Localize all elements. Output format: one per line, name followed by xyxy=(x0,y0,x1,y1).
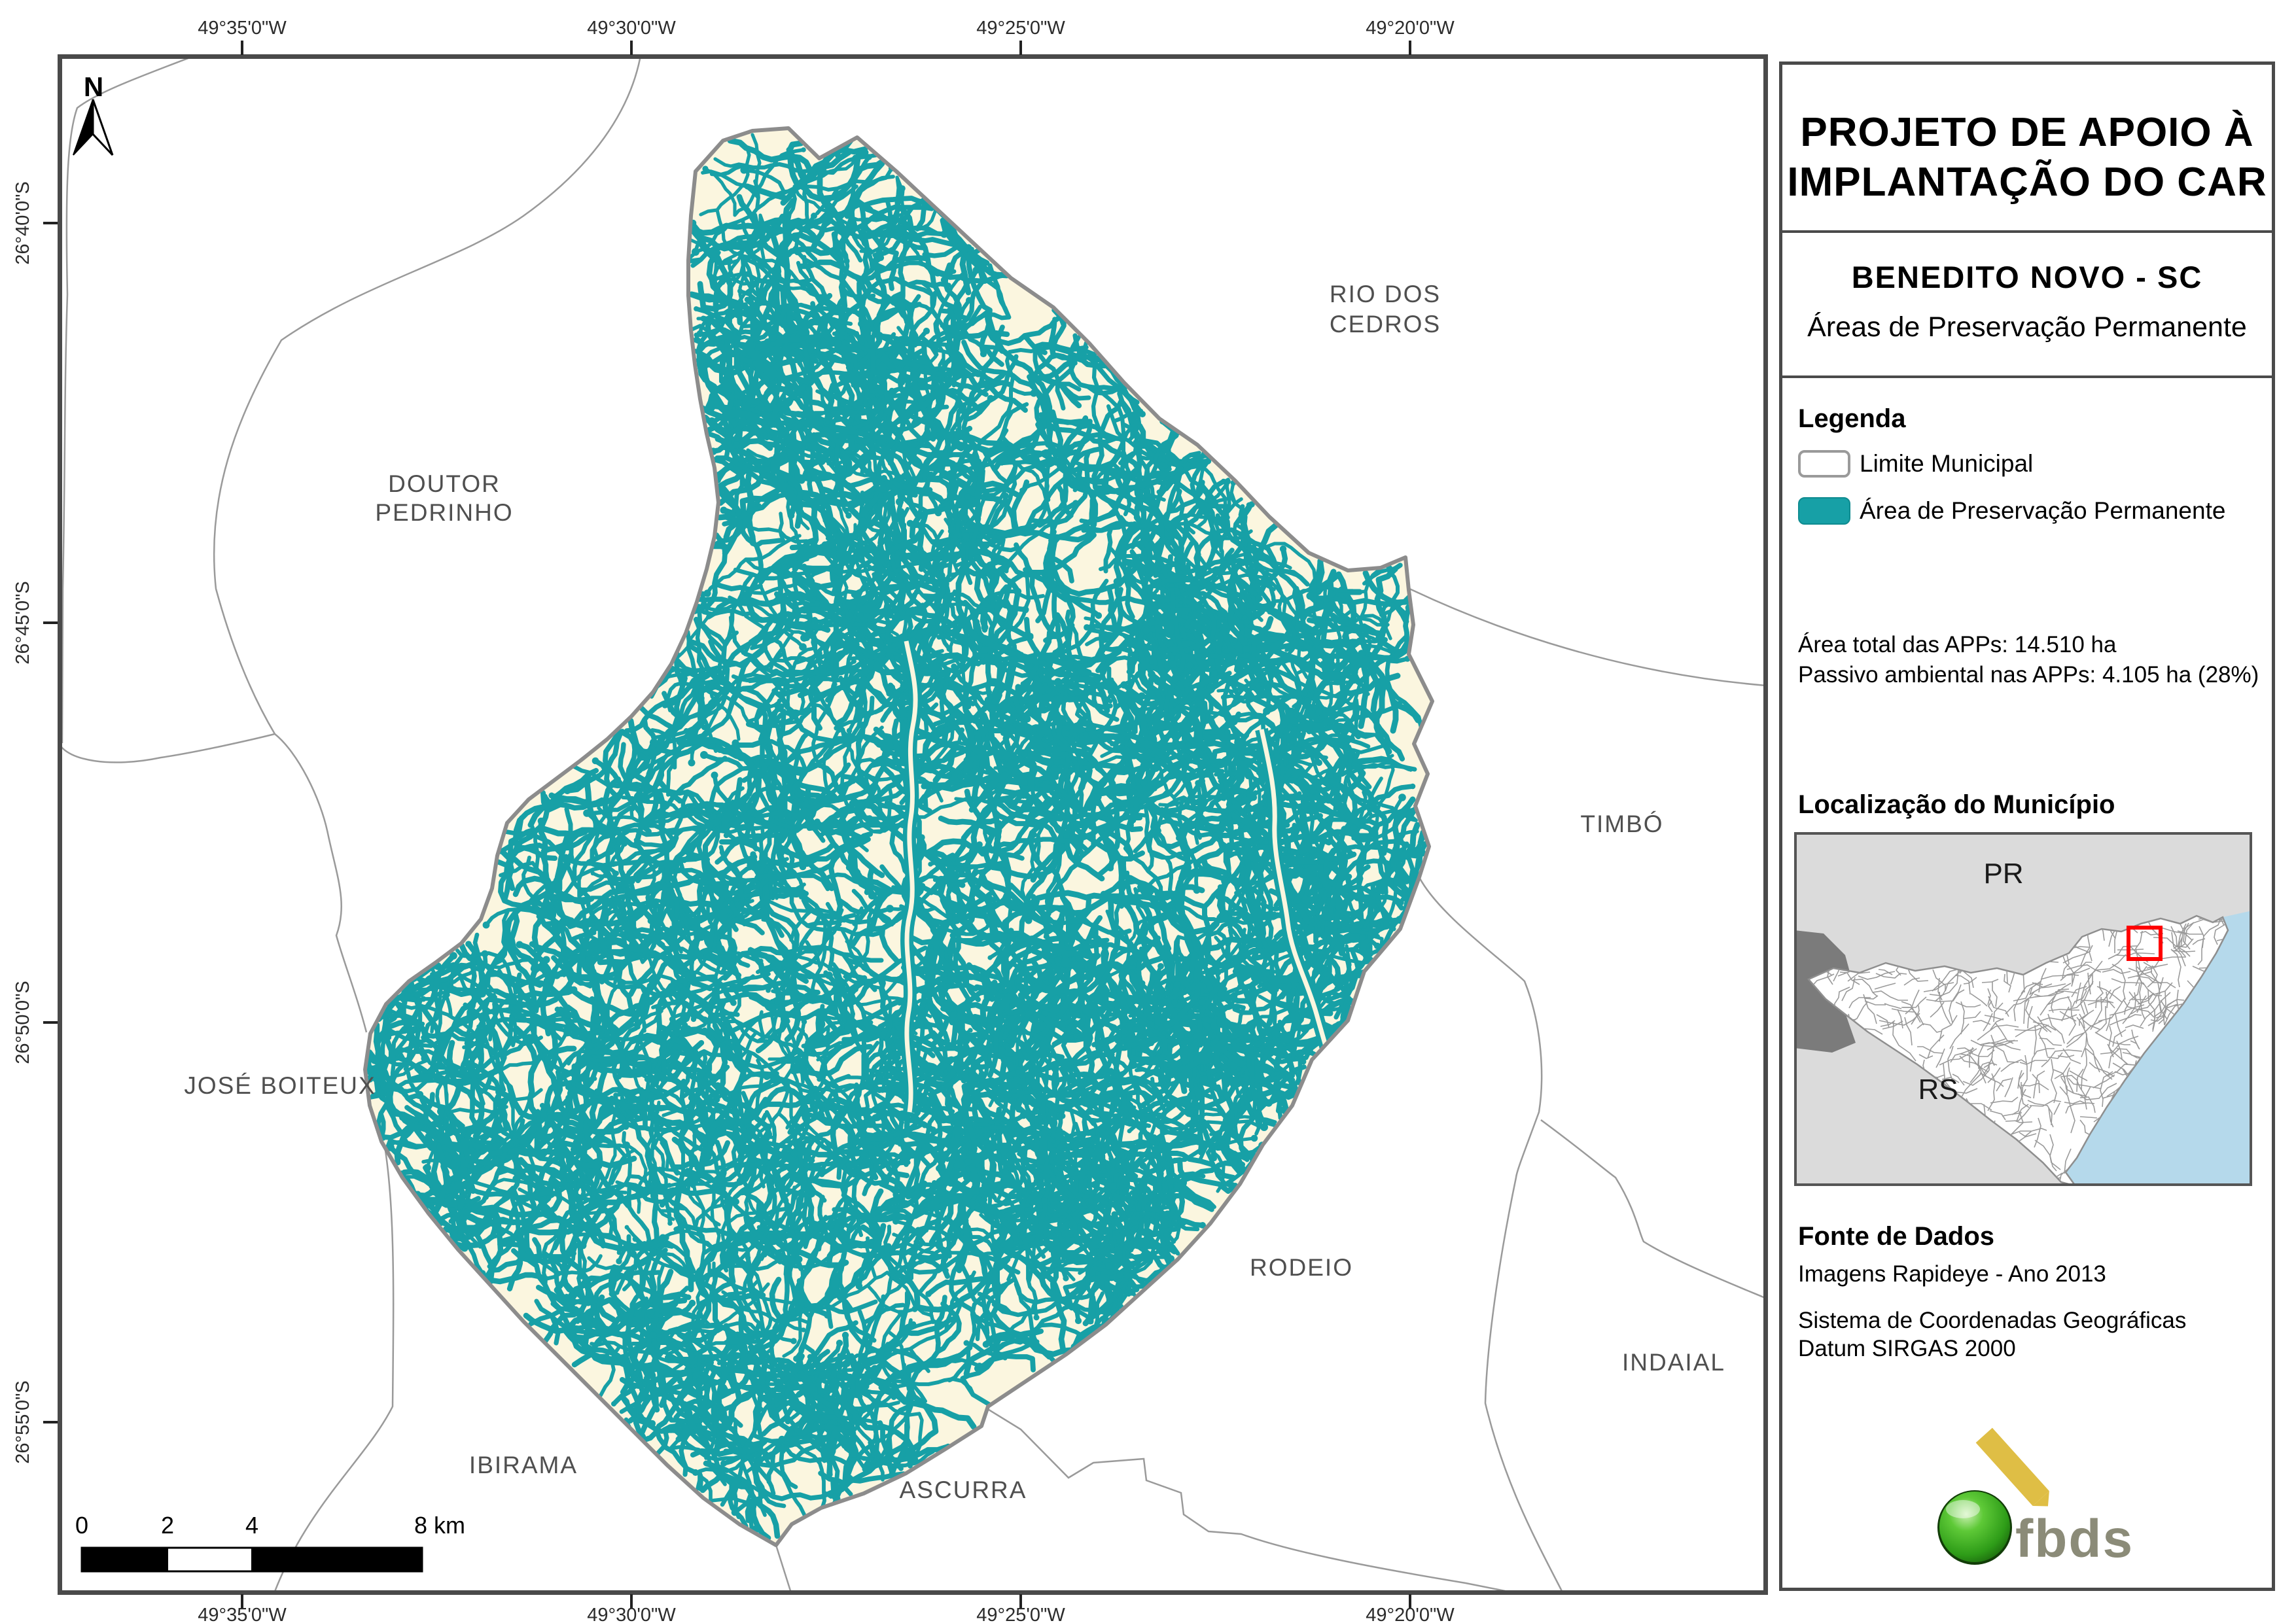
logo-sphere-highlight xyxy=(1946,1500,1980,1518)
boundary-line xyxy=(958,1376,1506,1590)
legend-item-app: Área de Preservação Permanente xyxy=(1798,497,2225,525)
app-total-text: Área total das APPs: 14.510 ha xyxy=(1798,632,2117,657)
inset-border xyxy=(1794,832,2252,1186)
lon-label: 49°30'0"W xyxy=(587,18,676,39)
neighbor-label: RODEIO xyxy=(1250,1254,1353,1281)
neighbor-label: CEDROS xyxy=(1330,311,1441,338)
boundary-line xyxy=(1540,1119,1763,1299)
river-corridors xyxy=(900,640,1343,1113)
lat-label: 26°50'0"S xyxy=(12,981,33,1064)
municipality-border xyxy=(363,126,1434,1547)
lon-label: 49°30'0"W xyxy=(587,1605,676,1623)
lon-label: 49°20'0"W xyxy=(1366,1605,1455,1623)
scale-label: 4 xyxy=(245,1512,258,1539)
neighbor-label: ASCURRA xyxy=(900,1476,1027,1503)
app-pattern xyxy=(365,133,1429,1541)
legend-heading: Legenda xyxy=(1798,404,1906,433)
scale-label: 8 km xyxy=(414,1512,465,1539)
panel-divider xyxy=(1779,230,2275,233)
inset-highlight-box xyxy=(2127,926,2163,961)
scale-bar-labels: 0 2 4 8 km xyxy=(75,1512,465,1539)
boundary-line xyxy=(274,1105,395,1590)
source-line: Sistema de Coordenadas Geográficas xyxy=(1798,1308,2187,1333)
map-frame xyxy=(58,54,1768,1595)
layout-panel xyxy=(1779,61,2275,1591)
north-arrow-label: N xyxy=(84,71,103,102)
lon-label: 49°25'0"W xyxy=(976,1605,1065,1623)
neighbor-label: RIO DOS xyxy=(1330,281,1441,307)
neighbor-labels: RIO DOS CEDROS DOUTOR PEDRINHO TIMBÓ JOS… xyxy=(184,281,1725,1503)
source-heading: Fonte de Dados xyxy=(1798,1222,1995,1251)
source-line: Imagens Rapideye - Ano 2013 xyxy=(1798,1261,2106,1287)
project-title-line1: PROJETO DE APOIO À xyxy=(1800,110,2254,155)
app-passivo-text: Passivo ambiental nas APPs: 4.105 ha (28… xyxy=(1798,662,2259,688)
logo-bar-icon xyxy=(1975,1427,2049,1507)
boundary-line xyxy=(775,1544,792,1590)
lon-label: 49°35'0"W xyxy=(198,1605,287,1623)
graticule-ticks xyxy=(43,41,1411,1609)
legend-swatch-limite-municipal xyxy=(1798,450,1850,478)
boundary-line xyxy=(1406,586,1763,686)
neighbor-boundary-lines xyxy=(62,59,1763,1590)
legend-label: Área de Preservação Permanente xyxy=(1860,497,2226,524)
legend-item-limite-municipal: Limite Municipal xyxy=(1798,450,2033,478)
neighbor-label: INDAIAL xyxy=(1622,1349,1725,1376)
north-arrow-icon: N xyxy=(73,71,114,156)
neighbor-label: JOSÉ BOITEUX xyxy=(184,1072,376,1099)
boundary-line xyxy=(62,59,189,744)
neighbor-label: PEDRINHO xyxy=(375,499,513,526)
legend-swatch-app xyxy=(1798,497,1850,525)
lat-label: 26°45'0"S xyxy=(12,581,33,664)
project-title-line2: IMPLANTAÇÃO DO CAR xyxy=(1787,160,2267,205)
logo-sphere-icon xyxy=(1939,1492,2010,1562)
scale-label: 0 xyxy=(75,1512,88,1539)
inset-state-label-rs: RS xyxy=(1918,1073,1958,1106)
locator-inset-map: PR RS xyxy=(1794,832,2252,1186)
lon-label: 49°25'0"W xyxy=(976,18,1065,39)
scale-label: 2 xyxy=(161,1512,174,1539)
neighbor-label: DOUTOR xyxy=(388,470,501,497)
location-heading: Localização do Município xyxy=(1798,790,2115,819)
legend-label: Limite Municipal xyxy=(1860,450,2034,477)
neighbor-label: TIMBÓ xyxy=(1580,811,1663,837)
inset-ocean xyxy=(2066,911,2252,1186)
logo-text: fbds xyxy=(2015,1509,2134,1569)
boundary-line xyxy=(213,59,641,735)
municipality-title: BENEDITO NOVO - SC xyxy=(1851,260,2203,294)
inset-state-santa-catarina xyxy=(1807,915,2229,1186)
lon-label: 49°35'0"W xyxy=(198,18,287,39)
boundary-line xyxy=(62,733,368,1033)
source-line: Datum SIRGAS 2000 xyxy=(1798,1336,2016,1361)
lon-label: 49°20'0"W xyxy=(1366,18,1455,39)
fbds-logo: fbds xyxy=(1937,1427,2134,1569)
lat-label: 26°55'0"S xyxy=(12,1380,33,1463)
panel-divider xyxy=(1779,375,2275,378)
scale-bar: 0 2 4 8 km xyxy=(75,1512,465,1573)
inset-state-label-pr: PR xyxy=(1983,858,2023,890)
graticule-labels: 49°35'0"W 49°30'0"W 49°25'0"W 49°20'0"W … xyxy=(12,18,1455,1623)
lat-label: 26°40'0"S xyxy=(12,181,33,264)
neighbor-label: IBIRAMA xyxy=(469,1452,578,1478)
boundary-line xyxy=(1418,877,1563,1590)
map-theme-title: Áreas de Preservação Permanente xyxy=(1807,311,2247,343)
